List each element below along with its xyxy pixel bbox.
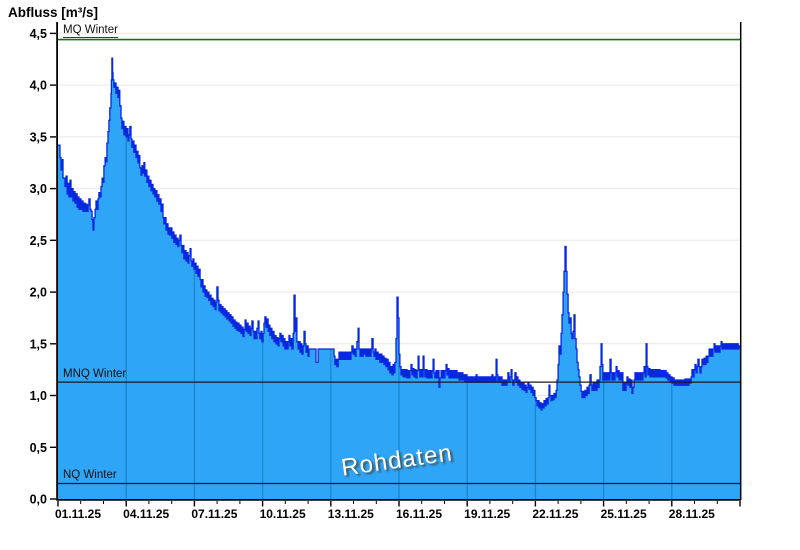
svg-text:3,0: 3,0: [30, 182, 47, 196]
mnq-winter-label: MNQ Winter: [63, 368, 127, 380]
svg-text:04.11.25: 04.11.25: [123, 507, 169, 521]
svg-text:2,0: 2,0: [30, 286, 47, 300]
svg-text:0,5: 0,5: [30, 441, 47, 455]
svg-text:4,5: 4,5: [30, 27, 47, 41]
svg-text:25.11.25: 25.11.25: [601, 507, 647, 521]
svg-text:10.11.25: 10.11.25: [260, 507, 306, 521]
svg-text:01.11.25: 01.11.25: [55, 507, 101, 521]
svg-text:2,5: 2,5: [30, 234, 47, 248]
svg-text:22.11.25: 22.11.25: [532, 507, 578, 521]
mq-winter-label: MQ Winter: [63, 24, 118, 38]
svg-text:28.11.25: 28.11.25: [669, 507, 715, 521]
svg-text:0,0: 0,0: [30, 493, 47, 507]
svg-text:07.11.25: 07.11.25: [191, 507, 237, 521]
svg-text:13.11.25: 13.11.25: [328, 507, 374, 521]
nq-winter-label: NQ Winter: [63, 469, 117, 481]
svg-text:16.11.25: 16.11.25: [396, 507, 442, 521]
svg-text:1,0: 1,0: [30, 389, 47, 403]
svg-text:19.11.25: 19.11.25: [464, 507, 510, 521]
svg-text:4,0: 4,0: [30, 79, 47, 93]
chart-title: Abfluss [m³/s]: [8, 5, 99, 20]
svg-text:3,5: 3,5: [30, 130, 47, 144]
svg-text:1,5: 1,5: [30, 337, 47, 351]
